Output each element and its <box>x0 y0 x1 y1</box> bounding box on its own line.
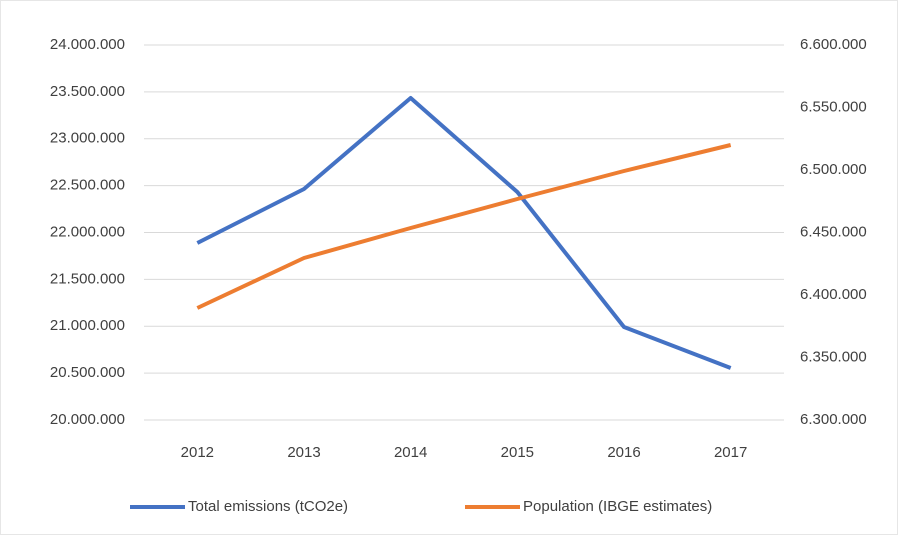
x-tick-label: 2017 <box>714 444 747 461</box>
x-tick-label: 2016 <box>607 444 640 461</box>
series-line <box>196 143 732 310</box>
y2-tick-label: 6.300.000 <box>800 411 867 428</box>
y-tick-label: 24.000.000 <box>50 36 125 53</box>
y-tick-label: 22.000.000 <box>50 223 125 240</box>
y2-tick-label: 6.600.000 <box>800 36 867 53</box>
y-tick-label: 21.000.000 <box>50 317 125 334</box>
y2-tick-label: 6.400.000 <box>800 286 867 303</box>
legend-label: Total emissions (tCO2e) <box>188 498 348 515</box>
y-tick-label: 22.500.000 <box>50 177 125 194</box>
y-tick-label: 20.500.000 <box>50 364 125 381</box>
x-tick-label: 2015 <box>501 444 534 461</box>
y-tick-label: 23.000.000 <box>50 130 125 147</box>
y-tick-label: 23.500.000 <box>50 83 125 100</box>
x-tick-label: 2014 <box>394 444 427 461</box>
x-tick-label: 2012 <box>181 444 214 461</box>
y2-tick-label: 6.500.000 <box>800 161 867 178</box>
y2-tick-label: 6.350.000 <box>800 348 867 365</box>
y-tick-label: 21.500.000 <box>50 270 125 287</box>
y2-tick-label: 6.550.000 <box>800 98 867 115</box>
series-line <box>196 95 732 370</box>
x-tick-label: 2013 <box>287 444 320 461</box>
legend-label: Population (IBGE estimates) <box>523 498 712 515</box>
y-tick-label: 20.000.000 <box>50 411 125 428</box>
y2-tick-label: 6.450.000 <box>800 223 867 240</box>
